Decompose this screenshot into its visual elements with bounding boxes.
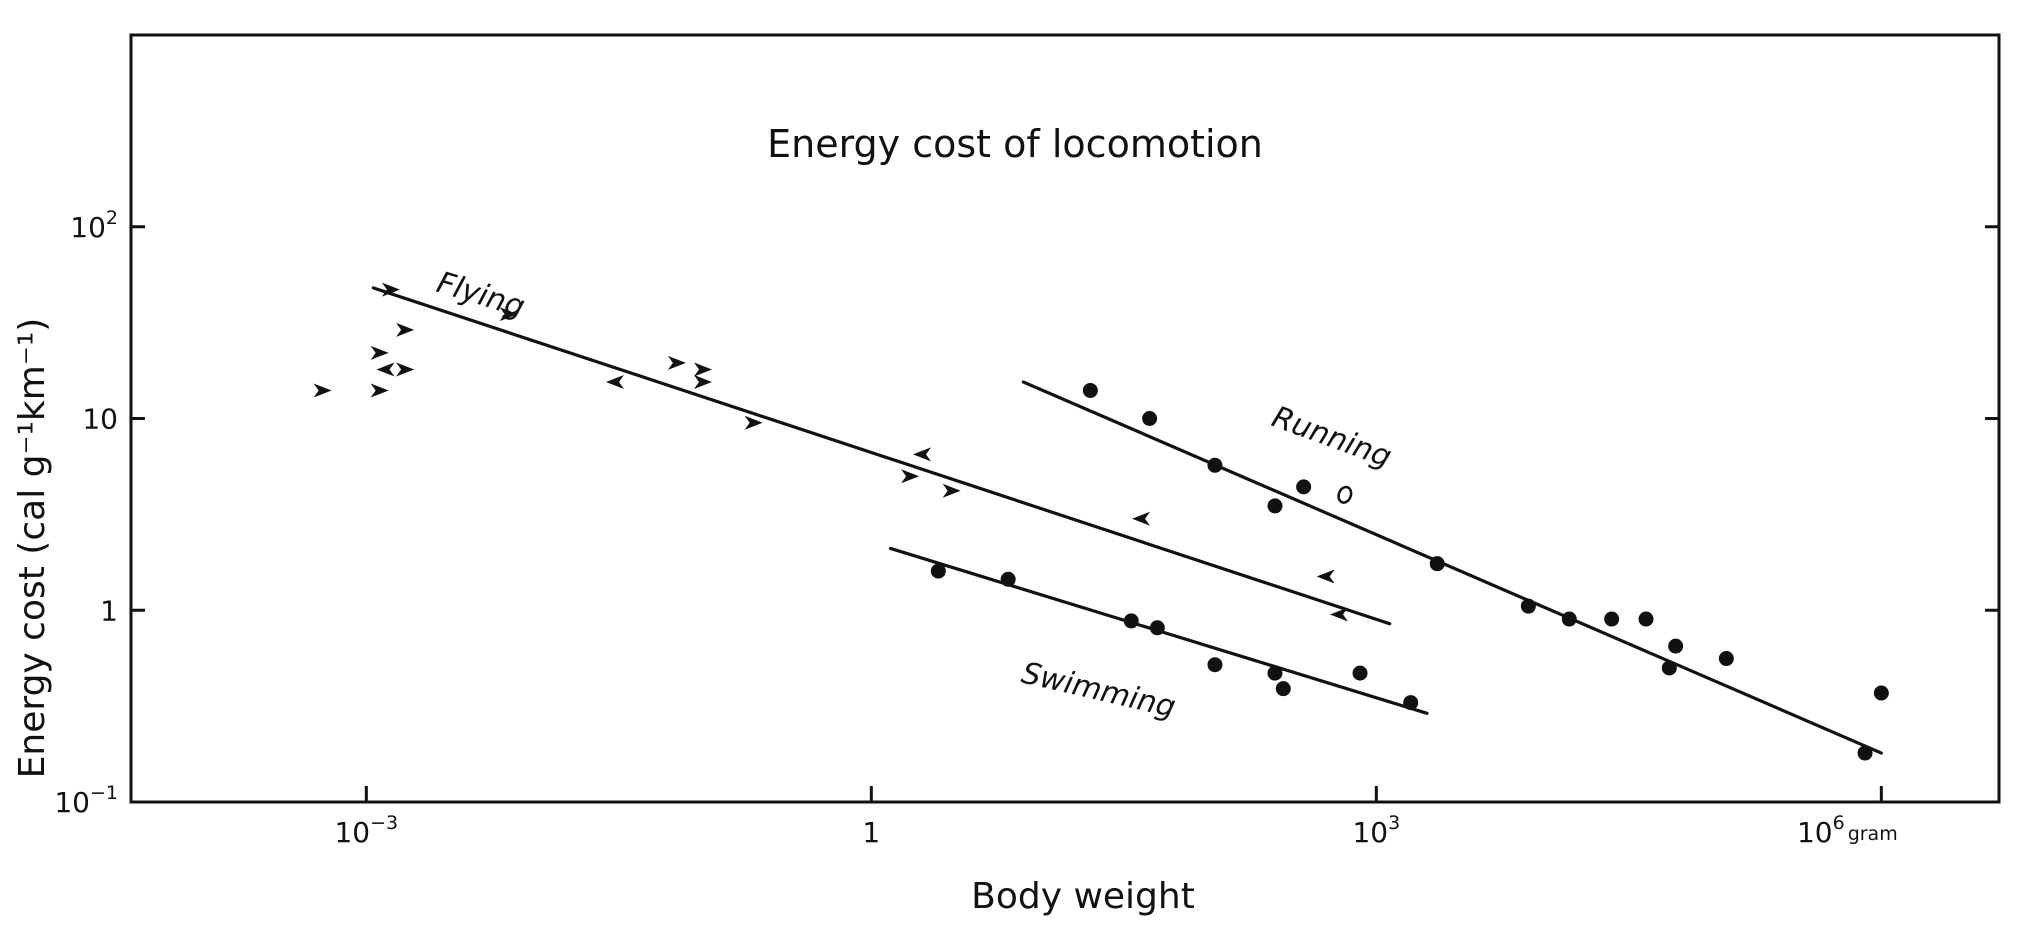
point-flying bbox=[396, 322, 415, 337]
point-running bbox=[1857, 745, 1873, 761]
point-swimming bbox=[1000, 571, 1016, 587]
point-swimming bbox=[1123, 613, 1139, 629]
point-flying bbox=[313, 383, 332, 398]
point-running bbox=[1873, 685, 1889, 701]
point-flying bbox=[942, 483, 961, 498]
x-tick-label: 1 bbox=[862, 816, 880, 849]
point-running bbox=[1561, 611, 1577, 627]
chart-title: Energy cost of locomotion bbox=[767, 122, 1263, 166]
x-tick-label: 106 gram bbox=[1797, 812, 1898, 849]
point-swimming bbox=[930, 563, 946, 579]
point-swimming bbox=[1267, 665, 1283, 681]
series-label-running: Running bbox=[1267, 400, 1396, 475]
point-flying bbox=[901, 469, 920, 484]
point-flying bbox=[370, 345, 389, 360]
point-running bbox=[1296, 479, 1312, 495]
point-running bbox=[1668, 638, 1684, 654]
series-label-flying: Flying bbox=[433, 265, 529, 325]
point-running bbox=[1267, 498, 1283, 514]
point-flying bbox=[381, 282, 400, 297]
y-tick-label: 10 bbox=[82, 403, 118, 436]
data-points bbox=[313, 282, 1889, 761]
point-flying bbox=[499, 307, 518, 322]
point-flying bbox=[376, 362, 395, 377]
point-flying bbox=[370, 383, 389, 398]
x-tick-label: 10−3 bbox=[334, 812, 398, 849]
point-running bbox=[1082, 382, 1098, 398]
point-flying bbox=[693, 375, 712, 390]
fit-line-running bbox=[1021, 380, 1883, 755]
point-running bbox=[1661, 660, 1677, 676]
point-running bbox=[1718, 651, 1734, 667]
point-flying bbox=[1329, 607, 1348, 622]
fit-line-flying bbox=[371, 286, 1392, 626]
point-swimming bbox=[1275, 681, 1291, 697]
y-tick-label: 1 bbox=[100, 594, 118, 627]
y-tick-label: 10−1 bbox=[54, 782, 118, 819]
x-tick-label: 103 bbox=[1352, 812, 1400, 849]
x-axis-title: Body weight bbox=[971, 876, 1195, 917]
y-tick-label: 102 bbox=[70, 207, 118, 244]
point-flying bbox=[605, 375, 624, 390]
point-running bbox=[1207, 457, 1223, 473]
y-axis-title: Energy cost (cal g⁻¹km⁻¹) bbox=[12, 318, 53, 779]
point-running bbox=[1142, 411, 1158, 426]
point-flying bbox=[744, 415, 763, 430]
point-running bbox=[1429, 556, 1445, 572]
point-running bbox=[1638, 611, 1654, 627]
point-swimming bbox=[1352, 665, 1368, 681]
series-label-swimming: Swimming bbox=[1018, 656, 1179, 725]
open-point-running bbox=[1337, 485, 1353, 504]
point-running bbox=[1520, 598, 1536, 614]
point-flying bbox=[693, 362, 712, 377]
point-swimming bbox=[1207, 657, 1223, 673]
point-swimming bbox=[1403, 695, 1419, 711]
point-flying bbox=[913, 447, 932, 462]
point-flying bbox=[667, 355, 686, 370]
point-flying bbox=[1316, 569, 1335, 584]
x-axis-ticks: 10−3 1 103 106 gram bbox=[334, 786, 1898, 849]
point-flying bbox=[1132, 511, 1151, 526]
point-flying bbox=[396, 362, 415, 377]
point-running bbox=[1604, 611, 1620, 627]
y-axis-ticks: 10−1 1 10 102 bbox=[54, 207, 1999, 819]
point-swimming bbox=[1149, 620, 1165, 636]
